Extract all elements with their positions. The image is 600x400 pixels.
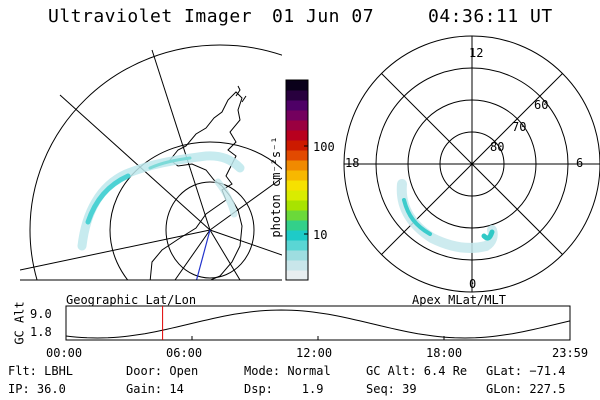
mode-status: Mode: Normal (244, 364, 331, 378)
altitude-curve (65, 309, 571, 339)
altitude-xtick-1800: 18:00 (426, 346, 463, 360)
colorbar-swatch (286, 80, 308, 91)
colorbar-swatch (286, 140, 308, 151)
colorbar-frame (285, 79, 309, 281)
colorbar-swatch (286, 230, 308, 241)
colorbar-swatch (286, 200, 308, 211)
colorbar-swatch (286, 240, 308, 251)
altitude-plot-frame (65, 305, 571, 341)
right-panel-label: Apex MLat/MLT (412, 293, 506, 307)
mlat-label-70: 70 (512, 120, 527, 134)
mlat-label-60: 60 (534, 98, 549, 112)
colorbar-swatch (286, 120, 308, 131)
mlat-label-80: 80 (490, 140, 505, 154)
altitude-ytick-max: 9.0 (30, 307, 52, 321)
colorbar-swatch (286, 150, 308, 161)
gain-status: Gain: 14 (126, 382, 184, 396)
gcalt-status: GC Alt: 6.4 Re (366, 364, 468, 378)
altitude-ylabel: GC Alt (12, 301, 27, 345)
mlt-label-6: 6 (576, 156, 584, 170)
colorbar-swatch (286, 210, 308, 221)
door-status: Door: Open (126, 364, 199, 378)
colorbar-tick-10: 10 (313, 228, 328, 242)
altitude-xtick-2359: 23:59 (552, 346, 589, 360)
mlt-label-18: 18 (345, 156, 360, 170)
colorbar-swatch (286, 180, 308, 191)
colorbar-tick-100: 100 (313, 140, 335, 154)
mlt-label-12: 12 (469, 46, 484, 60)
colorbar-swatch (286, 270, 308, 281)
altitude-xtick-0600: 06:00 (166, 346, 203, 360)
colorbar-swatch (286, 250, 308, 261)
mlt-label-0: 0 (469, 277, 477, 291)
colorbar-swatch (286, 260, 308, 271)
colorbar-swatch (286, 130, 308, 141)
colorbar-swatch (286, 90, 308, 101)
altitude-xtick-0000: 00:00 (46, 346, 83, 360)
glat-status: GLat: −71.4 (486, 364, 566, 378)
colorbar-swatch (286, 190, 308, 201)
seq-status: Seq: 39 (366, 382, 417, 396)
altitude-xtick-1200: 12:00 (296, 346, 333, 360)
colorbar-swatch (286, 110, 308, 121)
glon-status: GLon: 227.5 (486, 382, 566, 396)
altitude-ytick-min: 1.8 (30, 325, 52, 339)
polar-aurora-emission (396, 179, 498, 253)
colorbar-swatch (286, 100, 308, 111)
colorbar-swatch (286, 160, 308, 171)
filter-status: Flt: LBHL (8, 364, 74, 378)
colorbar-swatch (286, 220, 308, 231)
dsp-status: Dsp: 1.9 (244, 382, 324, 396)
ip-status: IP: 36.0 (8, 382, 66, 396)
left-panel-label: Geographic Lat/Lon (66, 293, 197, 307)
instrument-title: Ultraviolet Imager (48, 6, 253, 27)
date-label: 01 Jun 07 (272, 6, 375, 27)
colorbar-swatch (286, 170, 308, 181)
time-label: 04:36:11 UT (428, 6, 553, 27)
